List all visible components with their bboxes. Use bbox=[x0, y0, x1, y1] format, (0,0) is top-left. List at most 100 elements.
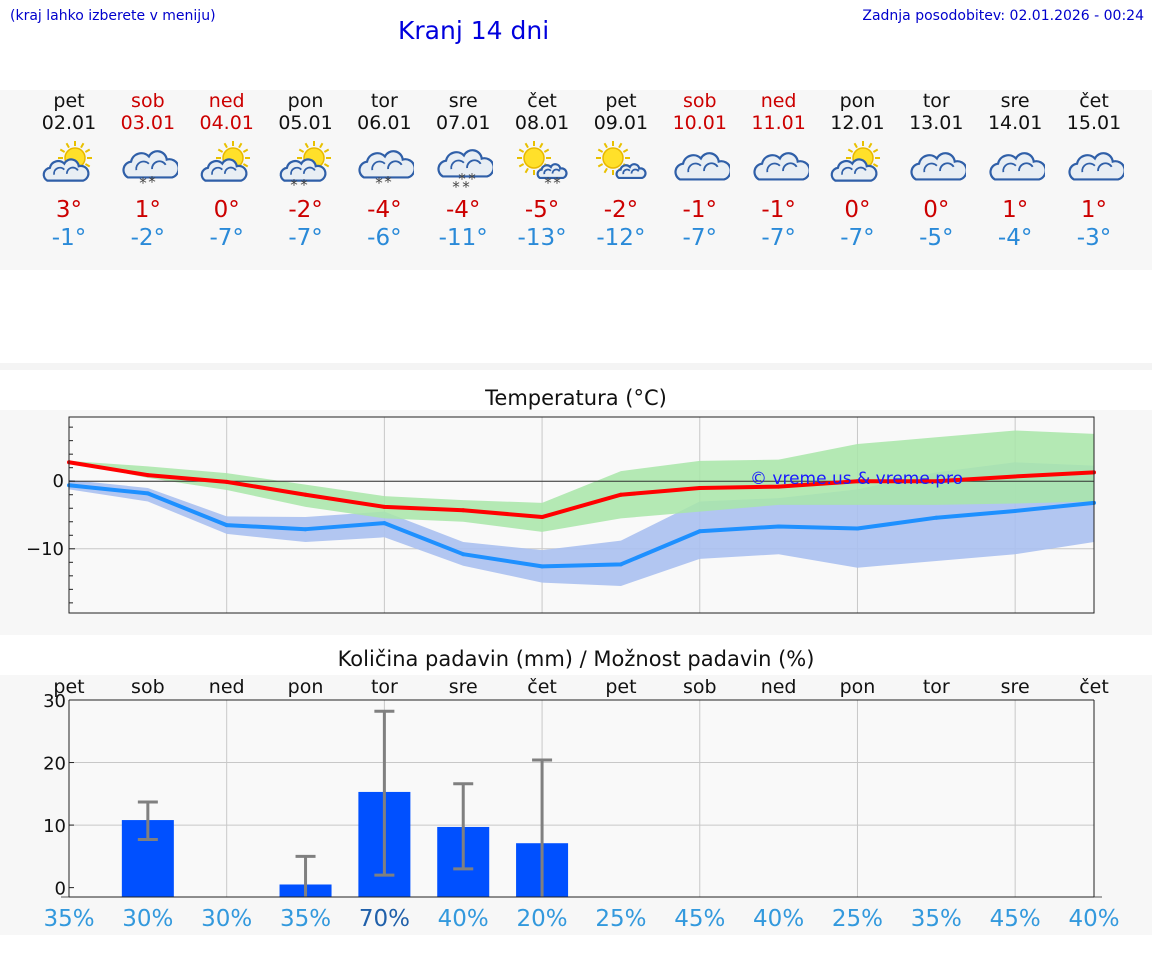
cloud-icon bbox=[989, 152, 1046, 181]
max-temperature-point bbox=[1013, 474, 1018, 479]
cloud-outline bbox=[358, 150, 415, 179]
min-temperature: -6° bbox=[367, 225, 402, 251]
min-temperature: -13° bbox=[517, 225, 567, 251]
sun-cloud-icon bbox=[831, 141, 881, 182]
day-column: pon 12.01 0° -7° bbox=[817, 90, 897, 252]
max-temperature-point bbox=[776, 484, 781, 489]
sun-ray bbox=[298, 148, 304, 153]
cloud-outline bbox=[42, 158, 90, 182]
min-temperature-point bbox=[855, 526, 860, 531]
sun-ray bbox=[84, 148, 91, 153]
min-temperature-point bbox=[618, 562, 623, 567]
cloud-icon bbox=[753, 152, 809, 181]
max-temperature-point bbox=[855, 479, 860, 484]
precipitation-probability: 35% bbox=[280, 906, 331, 932]
sun-cloud-icon bbox=[831, 141, 881, 182]
cloud-inner-curve bbox=[371, 160, 386, 171]
cloud-inner-curve bbox=[302, 166, 316, 174]
snowflake: * bbox=[148, 173, 156, 191]
sun-small-cloud-snow-icon: * * bbox=[517, 141, 568, 192]
cloud-inner-curve bbox=[65, 166, 79, 174]
snowflake: * bbox=[462, 178, 470, 194]
precipitation-probability: 40% bbox=[438, 906, 489, 932]
sun-ray bbox=[304, 142, 309, 149]
day-name: sob bbox=[131, 90, 165, 112]
day-date: 06.01 bbox=[357, 112, 412, 134]
precipitation-probability: 45% bbox=[674, 906, 725, 932]
cloud-inner-curve bbox=[551, 168, 561, 174]
max-temperature-point bbox=[618, 492, 623, 497]
day-date: 05.01 bbox=[278, 112, 333, 134]
snowflake: * bbox=[376, 174, 384, 192]
x-category-label: tor bbox=[371, 676, 398, 698]
section-divider bbox=[0, 363, 1152, 370]
max-temperature-point bbox=[382, 504, 387, 509]
plot-frame bbox=[68, 416, 1095, 614]
x-category-label: sre bbox=[449, 676, 478, 698]
cloud-outline bbox=[536, 163, 568, 180]
precipitation-probability: 35% bbox=[911, 906, 962, 932]
sun-ray bbox=[524, 142, 529, 149]
temperature-chart: 0 −10 © vreme.us & vreme.pro bbox=[26, 416, 1096, 614]
precipitation-probability: 40% bbox=[1068, 906, 1119, 932]
min-temperature: -7° bbox=[209, 225, 244, 251]
x-category-label: pet bbox=[605, 676, 636, 698]
y-tick-label: 10 bbox=[43, 816, 66, 837]
sun-disc bbox=[602, 147, 624, 169]
sun-ray bbox=[242, 163, 248, 168]
sun-ray bbox=[873, 148, 879, 153]
cloud-outline bbox=[200, 158, 248, 182]
max-temperature: 0° bbox=[213, 197, 240, 223]
day-date: 14.01 bbox=[987, 112, 1043, 134]
cloud-outline bbox=[910, 152, 967, 181]
day-column: ned 04.01 0° -7° bbox=[187, 90, 267, 252]
cloud-inner-curve bbox=[854, 166, 868, 174]
cloud-inner-curve bbox=[53, 166, 65, 175]
y-tick-label: −10 bbox=[26, 539, 64, 560]
precipitation-probability: 35% bbox=[43, 906, 94, 932]
day-name: sre bbox=[1000, 90, 1030, 112]
cloud-outline bbox=[279, 158, 326, 182]
day-date: 11.01 bbox=[751, 112, 806, 134]
min-temperature: -2° bbox=[130, 225, 166, 251]
min-temperature: -3° bbox=[1076, 225, 1112, 251]
cloud-inner-curve bbox=[150, 160, 167, 170]
cloud-icon bbox=[989, 152, 1046, 181]
min-temperature-line bbox=[68, 483, 1095, 569]
day-date: 03.01 bbox=[120, 112, 176, 134]
cloud-outline bbox=[753, 152, 809, 181]
snowflake: * bbox=[139, 174, 147, 192]
cloud-inner-curve bbox=[923, 162, 938, 173]
day-date: 12.01 bbox=[830, 112, 885, 134]
x-category-label: čet bbox=[1079, 676, 1109, 698]
min-temperature: -7° bbox=[288, 225, 323, 251]
cloud-outline bbox=[122, 150, 178, 179]
cloud-inner-curve bbox=[765, 162, 781, 173]
min-temperature-point bbox=[303, 527, 308, 532]
watermark: © vreme.us & vreme.pro bbox=[750, 469, 963, 489]
cloud-inner-curve bbox=[1018, 162, 1034, 172]
cloud-inner-curve bbox=[223, 166, 237, 174]
sun-ray bbox=[622, 148, 629, 153]
cloud-inner-curve bbox=[1081, 162, 1096, 173]
min-temperature-point bbox=[382, 521, 387, 526]
day-name: tor bbox=[370, 90, 398, 112]
min-temperature-point bbox=[145, 491, 150, 496]
sun-ray bbox=[518, 163, 525, 168]
sun-ray bbox=[597, 148, 604, 153]
max-temperature-band bbox=[69, 430, 1094, 532]
min-temperature: -11° bbox=[438, 225, 488, 251]
page-title: Kranj 14 dni bbox=[398, 16, 550, 45]
cloud-heavy-snow-icon: * ** * bbox=[437, 149, 494, 194]
sun-cloud-snow-icon: * * bbox=[279, 141, 331, 194]
y-tick-label: 20 bbox=[43, 754, 66, 775]
cloud-icon bbox=[910, 152, 967, 181]
day-column: tor 06.01 * * -4° -6° bbox=[344, 90, 424, 252]
day-column: sre 07.01 * * * * -4° -11° bbox=[423, 90, 503, 252]
plot-area bbox=[69, 700, 1094, 897]
cloud-inner-curve bbox=[466, 159, 482, 169]
snowflake: * bbox=[544, 174, 552, 192]
precipitation-chart-title: Količina padavin (mm) / Možnost padavin … bbox=[337, 647, 815, 671]
day-column: tor 13.01 0° -5° bbox=[896, 90, 976, 252]
day-column: pon 05.01 * * -2° -7° bbox=[266, 90, 346, 252]
